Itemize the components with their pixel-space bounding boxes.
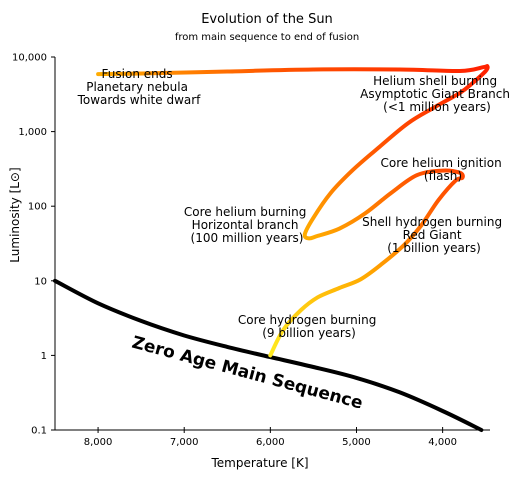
y-tick-label: 1 <box>41 351 47 362</box>
chart-subtitle: from main sequence to end of fusion <box>175 32 359 43</box>
x-tick-label: 5,000 <box>342 437 371 448</box>
annotation-fusion-ends: Fusion ends Planetary nebula Towards whi… <box>77 67 202 107</box>
x-tick-label: 7,000 <box>170 437 199 448</box>
x-tick-label: 6,000 <box>256 437 285 448</box>
axes <box>54 57 490 431</box>
annotation-red-giant: Shell hydrogen burning Red Giant (1 bill… <box>362 215 506 255</box>
y-tick-label: 0.1 <box>31 426 47 437</box>
sun-evolution-track <box>96 64 490 358</box>
y-axis-label: Luminosity [L⊙] <box>8 167 22 262</box>
x-tick-label: 4,000 <box>428 437 457 448</box>
annotation-agb: Helium shell burning Asymptotic Giant Br… <box>360 74 514 114</box>
y-tick-label: 10,000 <box>12 53 47 64</box>
zams-line <box>53 278 484 432</box>
annotation-horizontal-branch: Core helium burning Horizontal branch (1… <box>184 205 310 245</box>
x-axis-label: Temperature [K] <box>210 456 308 470</box>
y-tick-label: 100 <box>28 202 47 213</box>
series-layer <box>53 64 490 432</box>
y-tick-label: 10 <box>34 276 47 287</box>
x-tick-label: 8,000 <box>84 437 113 448</box>
annotation-helium-flash: Core helium ignition (flash) <box>380 156 505 183</box>
chart-title: Evolution of the Sun <box>201 12 333 27</box>
x-axis-ticks: 8,000 7,000 6,000 5,000 4,000 <box>84 427 457 448</box>
annotation-zams: Zero Age Main Sequence <box>130 333 365 414</box>
y-tick-label: 1,000 <box>18 127 47 138</box>
annotation-core-hydrogen: Core hydrogen burning (9 billion years) <box>238 313 380 340</box>
